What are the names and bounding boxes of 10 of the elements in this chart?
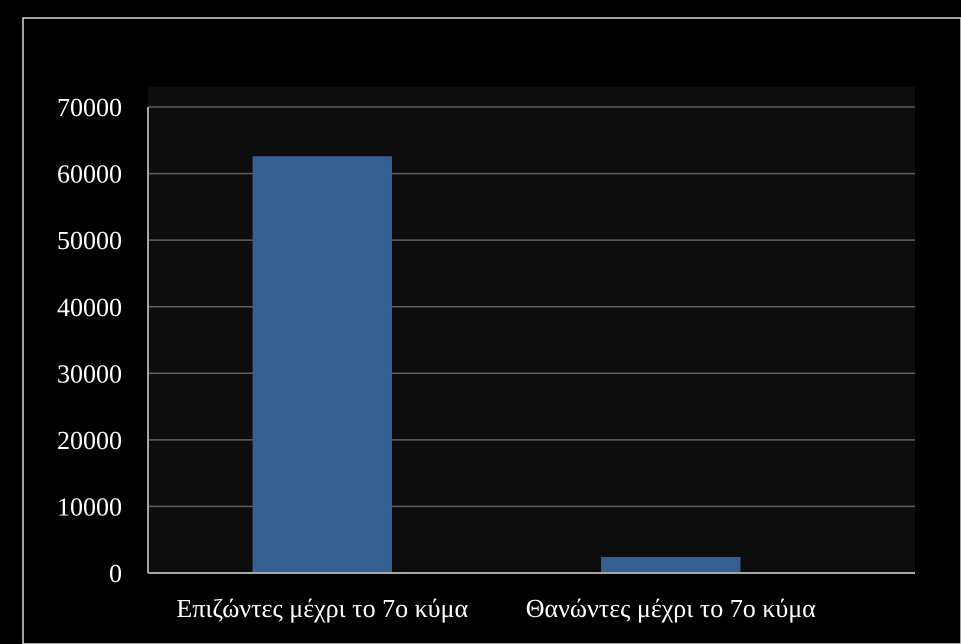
- y-tick-label: 60000: [57, 160, 122, 189]
- y-tick-label: 30000: [57, 359, 122, 388]
- y-tick-label: 40000: [57, 292, 122, 322]
- y-tick-label: 20000: [57, 426, 122, 455]
- y-tick-label: 10000: [57, 492, 122, 522]
- x-tick-label: Επιζώντες μέχρι το 7ο κύμα: [176, 594, 468, 624]
- y-tick-label: 50000: [57, 226, 122, 256]
- y-tick-label: 70000: [57, 93, 122, 122]
- y-tick-label: 0: [109, 559, 122, 588]
- x-tick-label: Θανώντες μέχρι το 7ο κύμα: [526, 594, 816, 624]
